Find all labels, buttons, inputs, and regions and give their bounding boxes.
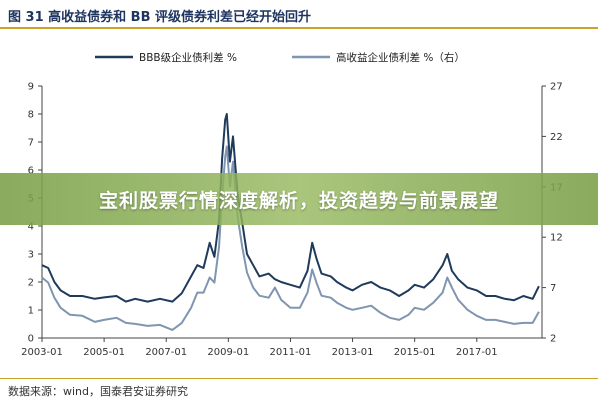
legend-label-1: BBB级企业债利差 % bbox=[139, 51, 237, 64]
y-left-tick-label: 6 bbox=[28, 166, 34, 177]
y-left-tick-label: 9 bbox=[28, 82, 34, 93]
banner-text: 宝利股票行情深度解析，投资趋势与前景展望 bbox=[98, 189, 499, 212]
legend-label-2: 高收益企业债利差 %（右） bbox=[336, 51, 465, 64]
y-left-tick-label: 2 bbox=[28, 278, 34, 289]
y-left-tick-label: 4 bbox=[28, 222, 34, 233]
series-line-1 bbox=[41, 113, 540, 303]
x-tick-label: 2009-01 bbox=[207, 347, 249, 358]
x-tick-label: 2005-01 bbox=[83, 347, 125, 358]
y-left-tick-label: 0 bbox=[28, 334, 34, 345]
y-left-tick-label: 8 bbox=[28, 110, 34, 121]
chart-axes: 012345678927121722272003-012005-012007-0… bbox=[21, 82, 563, 359]
series-line-2 bbox=[41, 145, 540, 331]
figure-title: 图 31 高收益债券和 BB 评级债券利差已经开始回升 bbox=[8, 10, 312, 25]
y-right-tick-label: 7 bbox=[550, 283, 556, 294]
y-right-tick-label: 22 bbox=[550, 132, 563, 143]
y-left-tick-label: 3 bbox=[28, 250, 34, 261]
y-right-tick-label: 27 bbox=[550, 82, 563, 93]
y-left-tick-label: 1 bbox=[28, 306, 34, 317]
source-divider bbox=[0, 378, 598, 379]
source-note: 数据来源：wind，国泰君安证券研究 bbox=[8, 385, 189, 398]
x-tick-label: 2003-01 bbox=[21, 347, 63, 358]
x-tick-label: 2015-01 bbox=[394, 347, 436, 358]
overlay-banner: 宝利股票行情深度解析，投资趋势与前景展望 bbox=[0, 173, 598, 225]
y-left-tick-label: 7 bbox=[28, 138, 34, 149]
x-tick-label: 2017-01 bbox=[456, 347, 498, 358]
x-tick-label: 2013-01 bbox=[332, 347, 374, 358]
chart-legend: BBB级企业债利差 % 高收益企业债利差 %（右） bbox=[95, 51, 465, 64]
chart-series bbox=[41, 113, 540, 331]
y-right-tick-label: 2 bbox=[550, 334, 556, 345]
line-chart: 012345678927121722272003-012005-012007-0… bbox=[21, 51, 563, 359]
x-tick-label: 2007-01 bbox=[145, 347, 187, 358]
title-divider bbox=[0, 27, 598, 29]
y-right-tick-label: 12 bbox=[550, 233, 563, 244]
x-tick-label: 2011-01 bbox=[270, 347, 312, 358]
